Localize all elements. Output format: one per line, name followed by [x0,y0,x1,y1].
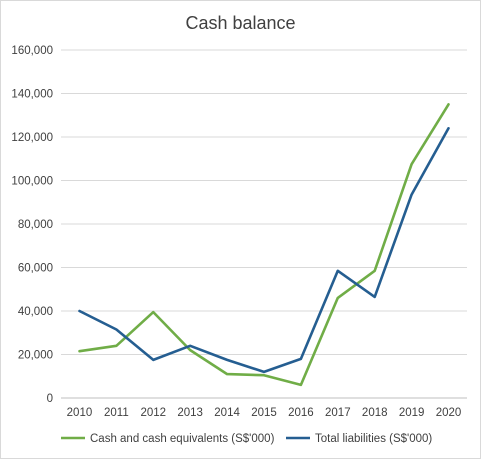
y-axis-ticks: 0 20,000 40,000 60,000 80,000 100,000 120,000 1… [11,45,53,405]
legend: Cash and cash equivalents (S$'000) Total … [61,433,432,445]
x-tick-label: 2012 [140,407,166,419]
x-tick-label: 2017 [325,407,351,419]
x-tick-label: 2019 [399,407,425,419]
x-tick-label: 2014 [214,407,240,419]
y-tick-label: 120,000 [11,132,53,144]
chart-title: Cash balance [185,13,295,33]
x-tick-label: 2020 [436,407,462,419]
y-tick-label: 20,000 [18,350,53,362]
y-tick-label: 40,000 [18,306,53,318]
series-line-1 [78,103,450,387]
y-tick-label: 160,000 [11,45,53,57]
series-lines [78,103,450,387]
legend-label: Total liabilities (S$'000) [315,433,432,445]
legend-label: Cash and cash equivalents (S$'000) [90,433,275,445]
y-tick-label: 140,000 [11,89,53,101]
x-tick-label: 2018 [362,407,388,419]
x-tick-label: 2011 [104,407,129,419]
x-tick-label: 2015 [251,407,277,419]
x-tick-label: 2010 [67,407,93,419]
y-tick-label: 60,000 [18,263,53,275]
gridlines [61,49,467,399]
x-tick-label: 2016 [288,407,314,419]
y-tick-label: 0 [47,393,53,405]
series-line-2 [78,127,450,374]
x-axis-ticks: 2010 2011 2012 2013 2014 2015 2016 2017 2018 2019… [67,407,462,419]
y-tick-label: 100,000 [11,176,53,188]
x-tick-label: 2013 [177,407,203,419]
y-tick-label: 80,000 [18,219,53,231]
